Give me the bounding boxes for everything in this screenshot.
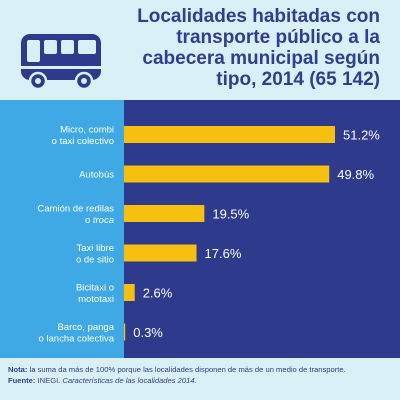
category-label: Micro, combi	[60, 124, 114, 135]
title-line: cabecera municipal según	[142, 48, 380, 69]
bar	[124, 244, 197, 262]
category-label: o troca	[85, 215, 114, 226]
category-label: Camión de redilas	[37, 203, 114, 214]
bar-value-label: 49.8%	[337, 167, 374, 182]
category-label: Autobús	[79, 170, 114, 181]
chart-area: 51.2% Micro, combi o taxi colectivo 49.8% Au…	[0, 100, 400, 358]
bar	[124, 284, 135, 301]
category-label: o de sitio	[76, 254, 114, 265]
bar-value-label: 19.5%	[212, 207, 249, 222]
category-label-panel	[0, 100, 124, 358]
bar-value-label: 51.2%	[343, 128, 380, 143]
source-label: Fuente:	[8, 376, 36, 385]
bar	[124, 126, 335, 143]
category-label: o lancha colectiva	[38, 333, 114, 344]
category-label: Taxi libre	[77, 243, 115, 254]
bar-value-label: 0.3%	[133, 325, 163, 340]
bar	[124, 323, 126, 341]
header: Localidades habitadas con transporte púb…	[0, 0, 400, 100]
footnote: Nota: la suma da más de 100% porque las …	[8, 364, 392, 375]
note-text: la suma da más de 100% porque las locali…	[27, 365, 346, 374]
category-label: mototaxi	[78, 294, 114, 305]
bar	[124, 165, 330, 183]
note-label: Nota:	[8, 365, 28, 374]
category-label: o taxi colectivo	[52, 136, 114, 147]
bar	[124, 205, 205, 222]
title-line: tipo, 2014 (65 142)	[216, 69, 380, 90]
source-text: INEGI.	[35, 376, 63, 385]
source-title: Características de las localidades 2014.	[62, 376, 197, 385]
title-line: transporte público a la	[176, 27, 380, 48]
title-line: Localidades habitadas con	[137, 6, 380, 27]
chart-title: Localidades habitadas con transporte púb…	[110, 6, 380, 90]
category-label: Barco, panga	[57, 322, 114, 333]
bar-value-label: 17.6%	[205, 246, 242, 261]
bar-value-label: 2.6%	[143, 286, 173, 301]
category-label: Bicitaxi o	[76, 282, 114, 293]
source: Fuente: INEGI. Características de las lo…	[8, 375, 392, 386]
bus-icon	[21, 34, 101, 90]
footer: Nota: la suma da más de 100% porque las …	[0, 358, 400, 400]
